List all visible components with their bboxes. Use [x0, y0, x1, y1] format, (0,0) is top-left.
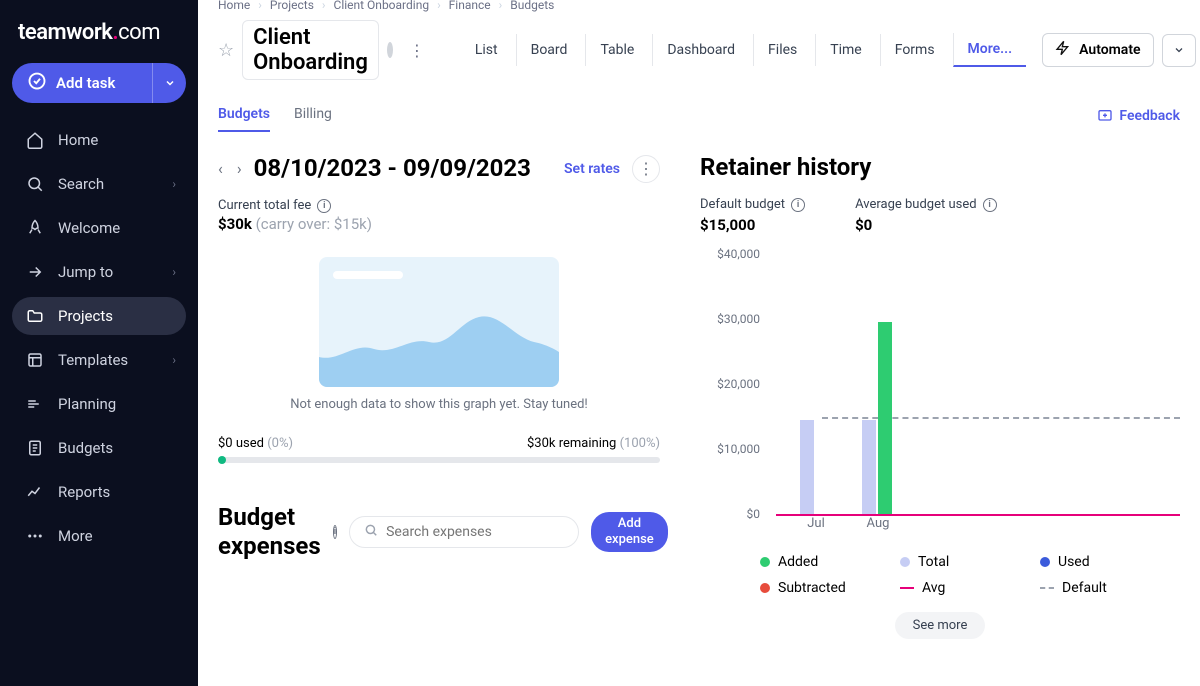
automate-button[interactable]: Automate [1042, 33, 1153, 67]
project-menu-icon[interactable]: ⋮ [401, 37, 433, 64]
search-expenses-input[interactable] [386, 524, 564, 540]
logo[interactable]: teamwork.com [0, 12, 198, 63]
bar-total [800, 420, 814, 514]
info-icon[interactable]: i [333, 525, 337, 539]
y-tick: $30,000 [717, 312, 760, 326]
add-task-label: Add task [56, 74, 115, 92]
main-area: Home›Projects›Client Onboarding›Finance›… [198, 0, 1200, 686]
tab-list[interactable]: List [461, 34, 512, 66]
x-label: Aug [867, 516, 890, 531]
templates-icon [26, 351, 44, 369]
default-budget-value: $15,000 [700, 216, 805, 234]
project-title[interactable]: Client Onboarding [242, 20, 379, 80]
sidebar-item-reports[interactable]: Reports [12, 473, 186, 511]
sidebar-item-projects[interactable]: Projects [12, 297, 186, 335]
search-icon [364, 523, 378, 541]
rocket-icon [26, 219, 44, 237]
jump-icon [26, 263, 44, 281]
legend-item: Avg [900, 580, 1000, 596]
tab-board[interactable]: Board [516, 34, 582, 66]
tab-time[interactable]: Time [815, 34, 875, 66]
bar-added [878, 322, 892, 514]
planning-icon [26, 395, 44, 413]
sidebar-item-jump-to[interactable]: Jump to› [12, 253, 186, 291]
y-tick: $10,000 [717, 442, 760, 456]
home-icon [26, 131, 44, 149]
sidebar: teamwork.com Add task Home Search› Welcome… [0, 0, 198, 686]
retainer-chart: $0$10,000$20,000$30,000$40,000 JulAug [708, 254, 1180, 534]
tab-table[interactable]: Table [585, 34, 648, 66]
fee-value: $30k [218, 215, 252, 233]
period-title: 08/10/2023 - 09/09/2023 [254, 153, 531, 184]
legend-item: Subtracted [760, 580, 860, 596]
add-task-button[interactable]: Add task [12, 63, 186, 103]
carry-over: (carry over: $15k) [256, 215, 372, 233]
info-icon[interactable]: i [791, 198, 805, 212]
progress-bar [218, 457, 660, 463]
fee-label: Current total fee [218, 198, 311, 213]
info-icon[interactable]: i [983, 198, 997, 212]
more-icon [26, 527, 44, 545]
tab-forms[interactable]: Forms [880, 34, 949, 66]
tab-billing[interactable]: Billing [294, 98, 332, 132]
budgets-icon [26, 439, 44, 457]
tab-files[interactable]: Files [753, 34, 811, 66]
check-icon [28, 72, 46, 94]
x-label: Jul [807, 516, 825, 531]
chevron-right-icon: › [172, 177, 176, 191]
tab-dashboard[interactable]: Dashboard [652, 34, 749, 66]
sidebar-item-budgets[interactable]: Budgets [12, 429, 186, 467]
retainer-title: Retainer history [700, 153, 1180, 181]
chevron-right-icon: › [172, 265, 176, 279]
expenses-title: Budget expenses [218, 503, 321, 561]
chevron-right-icon: › [172, 353, 176, 367]
sidebar-item-home[interactable]: Home [12, 121, 186, 159]
add-task-dropdown[interactable] [152, 63, 186, 103]
search-expenses[interactable] [349, 516, 579, 548]
add-expense-button[interactable]: Add expense [591, 512, 668, 551]
tab-budgets[interactable]: Budgets [218, 98, 270, 132]
reports-icon [26, 483, 44, 501]
placeholder-text: Not enough data to show this graph yet. … [218, 397, 660, 412]
legend-item: Used [1040, 554, 1140, 570]
feedback-button[interactable]: Feedback [1097, 108, 1180, 124]
star-icon[interactable]: ☆ [218, 40, 234, 61]
tab-more[interactable]: More... [953, 33, 1027, 67]
info-icon[interactable]: i [317, 199, 331, 213]
set-rates-button[interactable]: Set rates [564, 161, 620, 177]
sidebar-item-search[interactable]: Search› [12, 165, 186, 203]
status-circle-icon[interactable] [387, 42, 393, 58]
period-menu-icon[interactable]: ⋮ [632, 155, 660, 183]
prev-period-icon[interactable]: ‹ [218, 159, 223, 178]
avg-used-value: $0 [855, 216, 996, 234]
search-icon [26, 175, 44, 193]
see-more-button[interactable]: See more [895, 612, 986, 639]
sidebar-item-welcome[interactable]: Welcome [12, 209, 186, 247]
y-tick: $0 [747, 507, 761, 521]
breadcrumbs: Home›Projects›Client Onboarding›Finance›… [198, 0, 1200, 10]
sidebar-item-more[interactable]: More [12, 517, 186, 555]
folder-icon [26, 307, 44, 325]
automate-dropdown[interactable] [1162, 34, 1196, 67]
sidebar-item-planning[interactable]: Planning [12, 385, 186, 423]
next-period-icon[interactable]: › [237, 159, 242, 178]
legend-item: Added [760, 554, 860, 570]
sidebar-item-templates[interactable]: Templates› [12, 341, 186, 379]
bolt-icon [1055, 40, 1071, 60]
placeholder-chart [319, 257, 559, 387]
bar-total [862, 420, 876, 514]
y-tick: $40,000 [717, 247, 760, 261]
legend-item: Total [900, 554, 1000, 570]
legend-item: Default [1040, 580, 1140, 596]
y-tick: $20,000 [717, 377, 760, 391]
